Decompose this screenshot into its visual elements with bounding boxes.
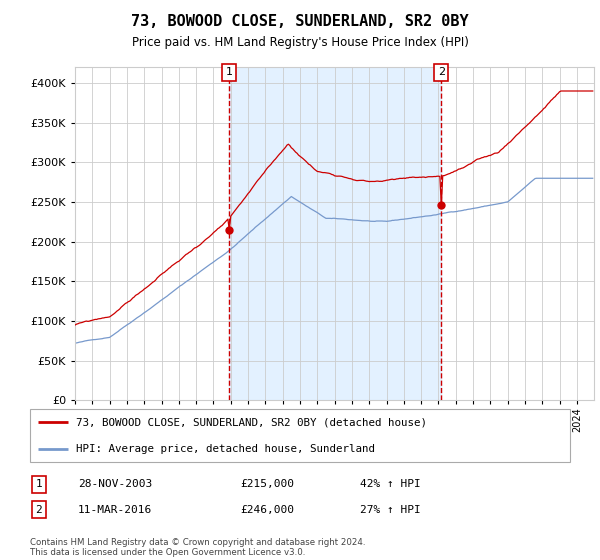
Text: 73, BOWOOD CLOSE, SUNDERLAND, SR2 0BY: 73, BOWOOD CLOSE, SUNDERLAND, SR2 0BY — [131, 14, 469, 29]
Text: 2: 2 — [35, 505, 43, 515]
Text: 1: 1 — [226, 67, 233, 77]
Bar — [229, 67, 442, 400]
Text: 2: 2 — [438, 67, 445, 77]
Text: 42% ↑ HPI: 42% ↑ HPI — [360, 479, 421, 489]
Text: Contains HM Land Registry data © Crown copyright and database right 2024.
This d: Contains HM Land Registry data © Crown c… — [30, 538, 365, 557]
Text: 1: 1 — [35, 479, 43, 489]
Text: 27% ↑ HPI: 27% ↑ HPI — [360, 505, 421, 515]
Text: HPI: Average price, detached house, Sunderland: HPI: Average price, detached house, Sund… — [76, 444, 375, 454]
Text: £215,000: £215,000 — [240, 479, 294, 489]
Text: Price paid vs. HM Land Registry's House Price Index (HPI): Price paid vs. HM Land Registry's House … — [131, 36, 469, 49]
Text: 73, BOWOOD CLOSE, SUNDERLAND, SR2 0BY (detached house): 73, BOWOOD CLOSE, SUNDERLAND, SR2 0BY (d… — [76, 417, 427, 427]
Text: 28-NOV-2003: 28-NOV-2003 — [78, 479, 152, 489]
Text: £246,000: £246,000 — [240, 505, 294, 515]
Text: 11-MAR-2016: 11-MAR-2016 — [78, 505, 152, 515]
